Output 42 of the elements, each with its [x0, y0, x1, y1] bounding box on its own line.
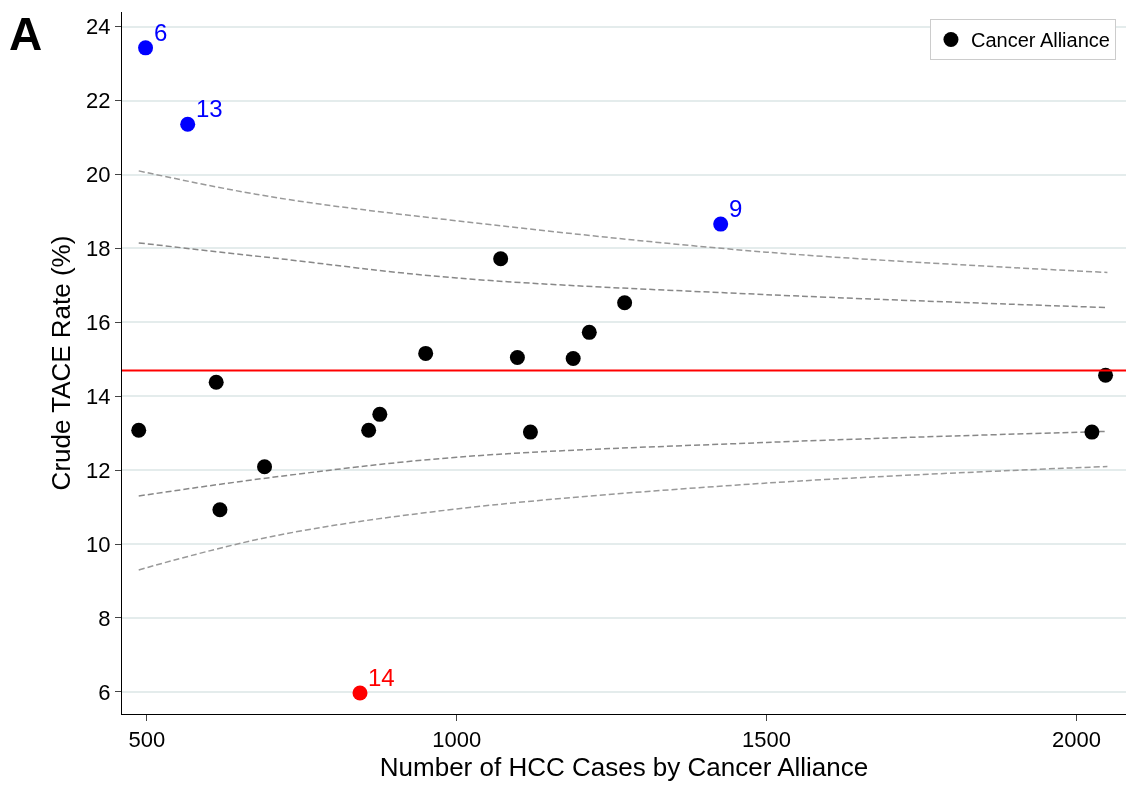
x-tick-label: 1000	[432, 727, 482, 753]
point	[212, 502, 228, 518]
annotation: 14	[368, 664, 395, 691]
point	[581, 324, 597, 340]
point	[257, 459, 273, 475]
y-tick-label: 24	[86, 14, 111, 40]
point	[713, 216, 729, 232]
legend-label: Cancer Alliance	[970, 29, 1110, 52]
x-tick-label: 2000	[1051, 727, 1101, 753]
y-tick-label: 20	[86, 162, 111, 188]
y-tick-label: 22	[86, 88, 111, 114]
point	[1084, 424, 1100, 440]
annotation: 9	[729, 195, 743, 222]
point	[522, 424, 538, 440]
line-series	[137, 170, 1109, 274]
y-tick-label: 12	[86, 457, 111, 483]
x-tick-label: 1500	[742, 727, 792, 753]
point	[418, 345, 434, 361]
point	[352, 685, 368, 701]
y-tick-label: 10	[86, 531, 111, 557]
y-tick-label: 14	[86, 383, 111, 409]
point	[361, 422, 377, 438]
point	[180, 116, 196, 132]
text: A	[9, 8, 43, 60]
point	[509, 349, 525, 365]
point	[131, 422, 147, 438]
y-tick-label: 18	[86, 236, 111, 262]
y-tick-label: 8	[98, 605, 111, 631]
point	[372, 406, 388, 422]
annotation: 6	[154, 19, 168, 46]
point	[138, 40, 154, 56]
point	[617, 295, 633, 311]
annotation: 13	[196, 95, 223, 122]
y-axis-title: Crude TACE Rate (%)	[45, 235, 76, 491]
x-tick-label: 500	[128, 727, 166, 753]
point	[565, 351, 581, 367]
point	[208, 374, 224, 390]
y-tick-label: 16	[86, 310, 111, 336]
y-tick-label: 6	[98, 679, 111, 705]
line-series	[137, 465, 1109, 571]
x-axis-title: Number of HCC Cases by Cancer Alliance	[379, 752, 869, 783]
point	[493, 251, 509, 267]
